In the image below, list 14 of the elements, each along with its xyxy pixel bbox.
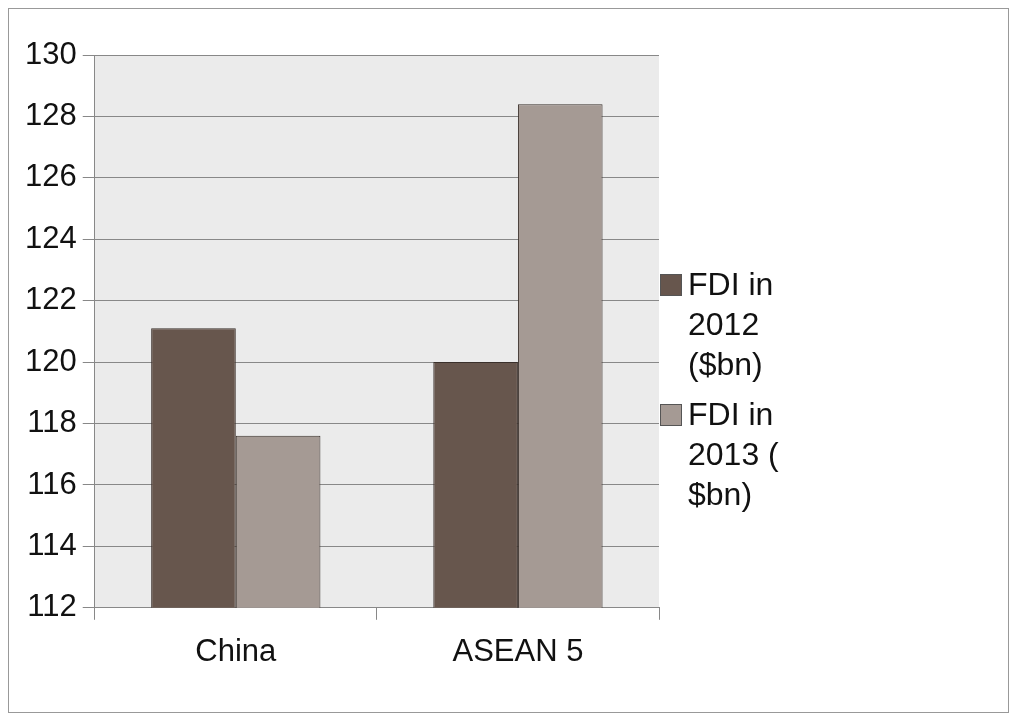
y-tick-label: 124 — [24, 219, 77, 255]
y-tick-label: 118 — [27, 404, 77, 440]
y-tick-label: 120 — [24, 342, 77, 378]
y-tick-label: 122 — [24, 281, 77, 317]
x-tick-label: ASEAN 5 — [452, 632, 584, 668]
y-tick-label: 128 — [24, 96, 77, 132]
y-tick-label: 114 — [27, 526, 77, 562]
x-tick-label: China — [195, 632, 278, 668]
y-tick-label: 116 — [27, 465, 77, 501]
y-tick-label: 130 — [24, 35, 77, 71]
y-tick-label: 112 — [27, 588, 77, 624]
legend-label: FDI in 2013 ( $bn) — [688, 395, 780, 514]
legend-label: FDI in 2012 ($bn) — [688, 265, 775, 384]
y-tick-label: 126 — [24, 158, 77, 194]
